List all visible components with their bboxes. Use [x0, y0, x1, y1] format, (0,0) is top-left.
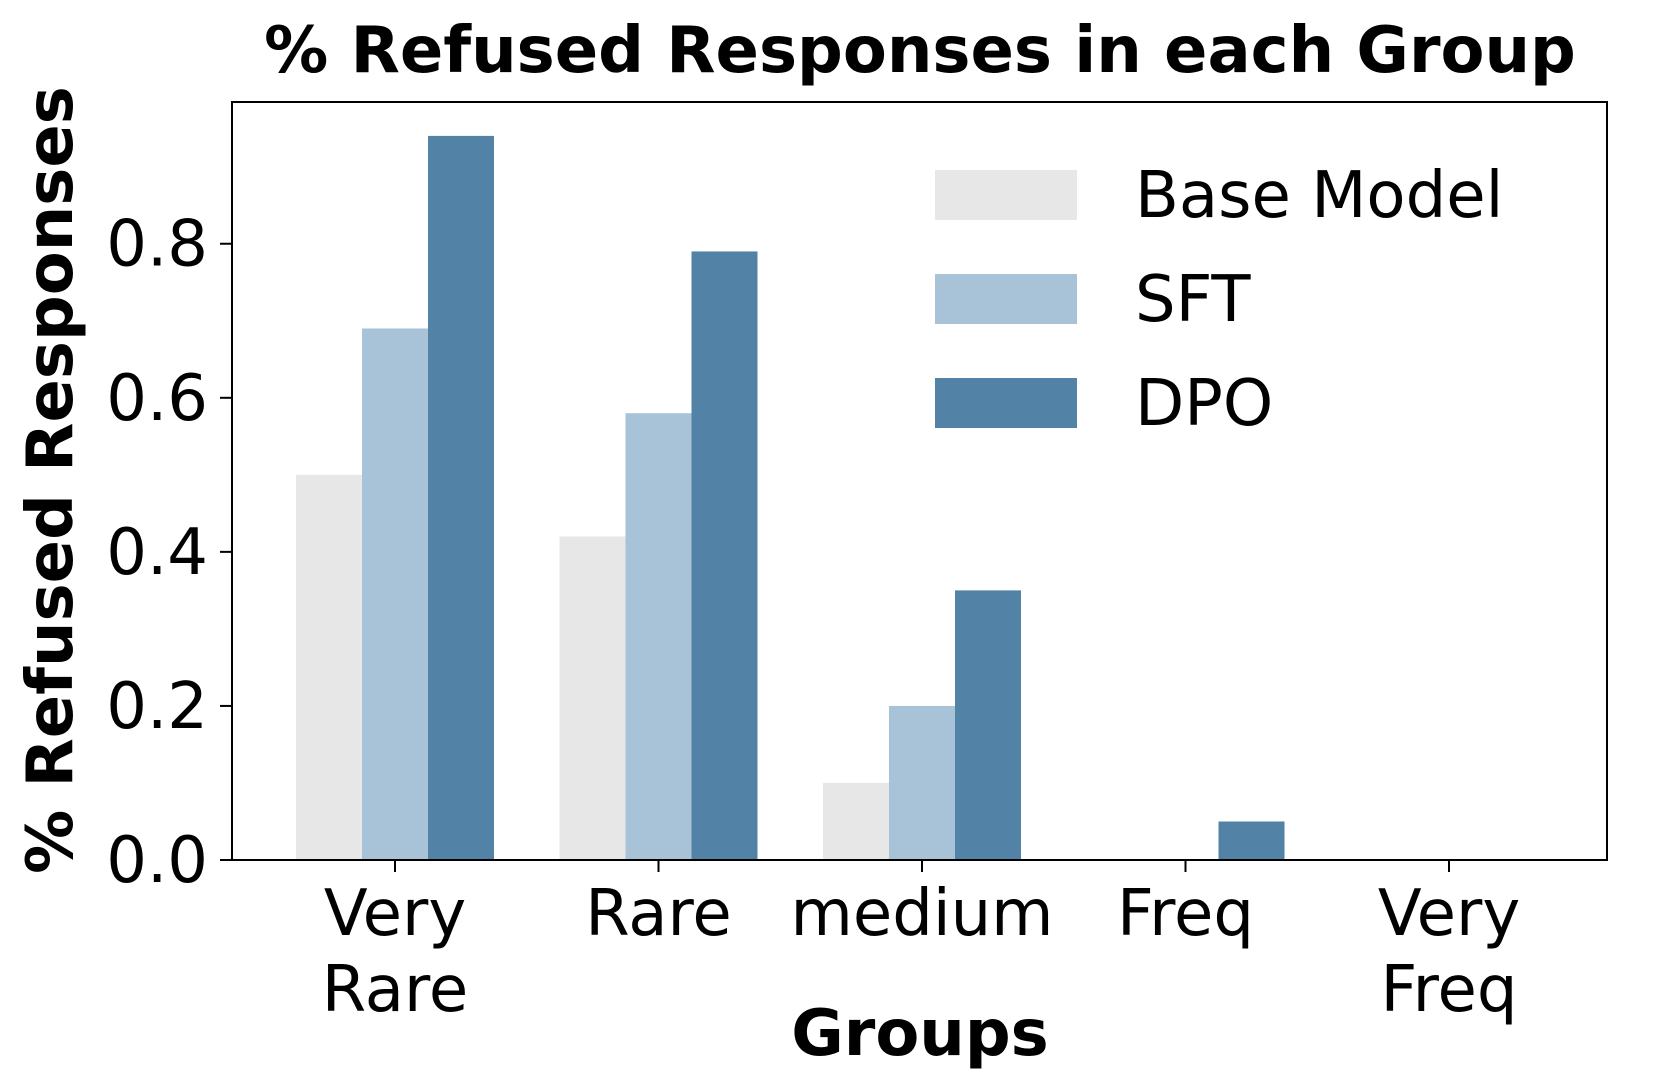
x-tick-label: Very Rare	[322, 877, 469, 1027]
bar-base-model-0	[296, 474, 362, 860]
bar-dpo-2	[955, 590, 1021, 860]
bar-base-model-2	[823, 782, 889, 860]
legend-swatch-sft	[935, 274, 1077, 324]
bar-dpo-3	[1218, 821, 1285, 860]
plot-frame	[231, 101, 1608, 861]
x-axis: Very Rare Rare medium Freq Very Freq	[322, 860, 1520, 1027]
x-tick-label: Rare	[585, 877, 732, 951]
chart-title: % Refused Responses in each Group	[264, 14, 1576, 88]
x-tick-label: medium	[790, 877, 1053, 951]
legend-swatch-base-model	[935, 170, 1077, 220]
x-tick-label: Freq	[1117, 877, 1254, 951]
plot-area	[296, 135, 1285, 861]
y-axis-label: % Refused Responses	[14, 86, 88, 874]
legend-label-base-model: Base Model	[1135, 159, 1503, 233]
bar-dpo-1	[691, 251, 758, 860]
y-axis: 0.0 0.2 0.4 0.6 0.8	[106, 208, 232, 898]
legend-label-sft: SFT	[1135, 263, 1251, 337]
x-tick-label: Very Freq	[1378, 877, 1520, 1027]
bar-sft-1	[625, 413, 692, 860]
y-tick-label: 0.6	[106, 362, 208, 436]
bar-dpo-0	[428, 135, 494, 861]
legend: Base Model SFT DPO	[935, 159, 1503, 441]
y-tick-label: 0.8	[106, 208, 208, 282]
legend-swatch-dpo	[935, 378, 1077, 428]
y-tick-label: 0.2	[106, 670, 208, 744]
legend-label-dpo: DPO	[1135, 367, 1273, 441]
bar-sft-2	[889, 705, 955, 860]
bar-sft-0	[362, 328, 428, 861]
bar-base-model-1	[559, 536, 626, 860]
y-tick-label: 0.0	[106, 824, 208, 898]
x-axis-label: Groups	[791, 997, 1049, 1071]
y-tick-label: 0.4	[106, 516, 208, 590]
